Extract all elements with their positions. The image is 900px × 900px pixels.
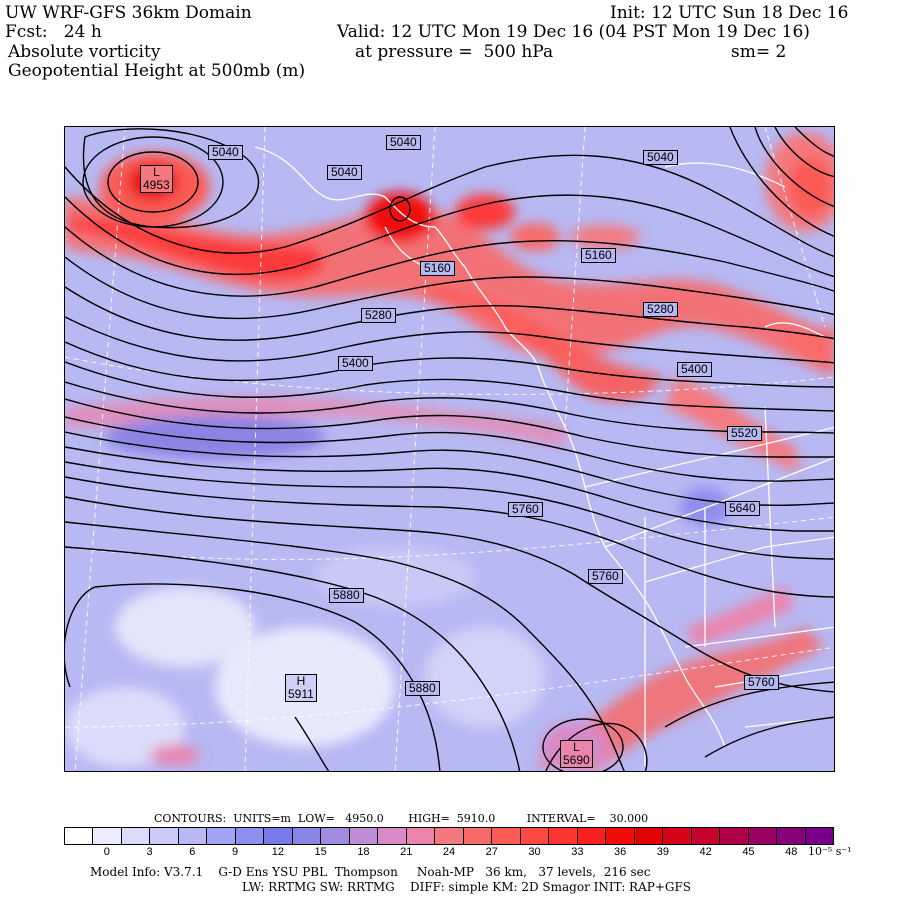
contour-label: 5040: [386, 135, 421, 150]
colorbar-swatch: [663, 828, 692, 844]
height-contours: [65, 127, 834, 771]
colorbar-swatch: [520, 828, 550, 844]
contour-label: 5160: [420, 261, 455, 276]
colorbar-tick-label: 24: [442, 846, 456, 858]
model-info: Model Info: V3.7.1 G-D Ens YSU PBL Thomp…: [90, 865, 651, 879]
contour-label: 5880: [329, 588, 364, 603]
field-name-height: Geopotential Height at 500mb (m): [8, 61, 306, 81]
contour-label: 5160: [581, 248, 616, 263]
contour-label: 5040: [643, 150, 678, 165]
colorbar-swatch: [150, 828, 179, 844]
contour-label: 5280: [643, 302, 678, 317]
colorbar-tick-label: 0: [103, 846, 110, 858]
colorbar-swatch: [463, 828, 493, 844]
colorbar-tick-label: 18: [357, 846, 370, 858]
colorbar-swatch: [492, 828, 521, 844]
contour-label: 5520: [727, 426, 762, 441]
contour-label: 5760: [588, 569, 623, 584]
product-title: UW WRF-GFS 36km Domain: [5, 3, 252, 23]
field-name-vorticity: Absolute vorticity: [8, 42, 161, 62]
colorbar-swatch: [577, 828, 607, 844]
smoothing: sm= 2: [731, 42, 787, 62]
high-center: H 5911: [285, 674, 317, 702]
colorbar-tick-label: 36: [613, 846, 627, 858]
colorbar-swatch: [748, 828, 778, 844]
contour-label: 5280: [361, 308, 396, 323]
colorbar-tick-label: 27: [485, 846, 498, 858]
map-graphic: [65, 127, 834, 771]
contour-label: 5760: [744, 675, 779, 690]
forecast-map: 5040 5040 5040 5040 5160 5160 5280 5280 …: [64, 126, 835, 772]
colorbar-tick-label: 12: [271, 846, 284, 858]
pressure-level: at pressure = 500 hPa: [355, 42, 554, 62]
colorbar-swatch: [777, 828, 806, 844]
low-center: L 4953: [140, 165, 173, 193]
colorbar-tick-label: 3: [146, 846, 153, 858]
coastlines: [254, 146, 834, 767]
colorbar-tick-label: 45: [742, 846, 755, 858]
colorbar-tick-label: 39: [656, 846, 669, 858]
colorbar-swatch: [606, 828, 635, 844]
init-time: Init: 12 UTC Sun 18 Dec 16: [610, 3, 849, 23]
colorbar-swatch: [805, 828, 834, 844]
colorbar-swatch: [378, 828, 407, 844]
colorbar-swatch: [720, 828, 749, 844]
colorbar-tick-label: 15: [314, 846, 327, 858]
colorbar: [64, 827, 834, 845]
contour-label: 5640: [725, 501, 760, 516]
colorbar-tick-label: 21: [400, 846, 413, 858]
colorbar-swatch: [93, 828, 122, 844]
colorbar-swatch: [549, 828, 578, 844]
contour-label: 5040: [208, 145, 243, 160]
colorbar-tick-label: 30: [528, 846, 541, 858]
colorbar-tick-label: 6: [189, 846, 196, 858]
colorbar-swatch: [634, 828, 664, 844]
colorbar-ticks: 0 3 6 9 12 15 18 21 24 27 30 33 36 39 42 45 48: [64, 846, 834, 860]
contour-info: CONTOURS: UNITS=m LOW= 4950.0 HIGH= 5910…: [154, 812, 649, 825]
colorbar-tick-label: 9: [232, 846, 239, 858]
valid-time: Valid: 12 UTC Mon 19 Dec 16 (04 PST Mon …: [337, 22, 810, 42]
low-center: L 5690: [560, 740, 593, 768]
colorbar-swatch: [321, 828, 350, 844]
colorbar-swatch: [292, 828, 322, 844]
colorbar-swatch: [121, 828, 151, 844]
colorbar-swatch: [178, 828, 208, 844]
contour-label: 5400: [677, 362, 712, 377]
contour-label: 5760: [508, 502, 543, 517]
contour-label: 5040: [327, 165, 362, 180]
colorbar-swatch: [435, 828, 464, 844]
colorbar-swatch: [207, 828, 236, 844]
colorbar-tick-label: 42: [699, 846, 712, 858]
colorbar-tick-label: 33: [571, 846, 584, 858]
colorbar-swatch: [406, 828, 436, 844]
colorbar-swatch: [65, 828, 94, 844]
model-info-2: LW: RRTMG SW: RRTMG DIFF: simple KM: 2D …: [242, 880, 692, 894]
colorbar-units: 10⁻⁵ s⁻¹: [808, 845, 852, 858]
forecast-hour: Fcst: 24 h: [5, 22, 102, 42]
colorbar-swatch: [691, 828, 721, 844]
contour-label: 5400: [338, 356, 373, 371]
colorbar-tick-label: 48: [785, 846, 798, 858]
colorbar-swatch: [235, 828, 265, 844]
colorbar-swatch: [349, 828, 379, 844]
colorbar-swatch: [264, 828, 293, 844]
contour-label: 5880: [405, 681, 440, 696]
